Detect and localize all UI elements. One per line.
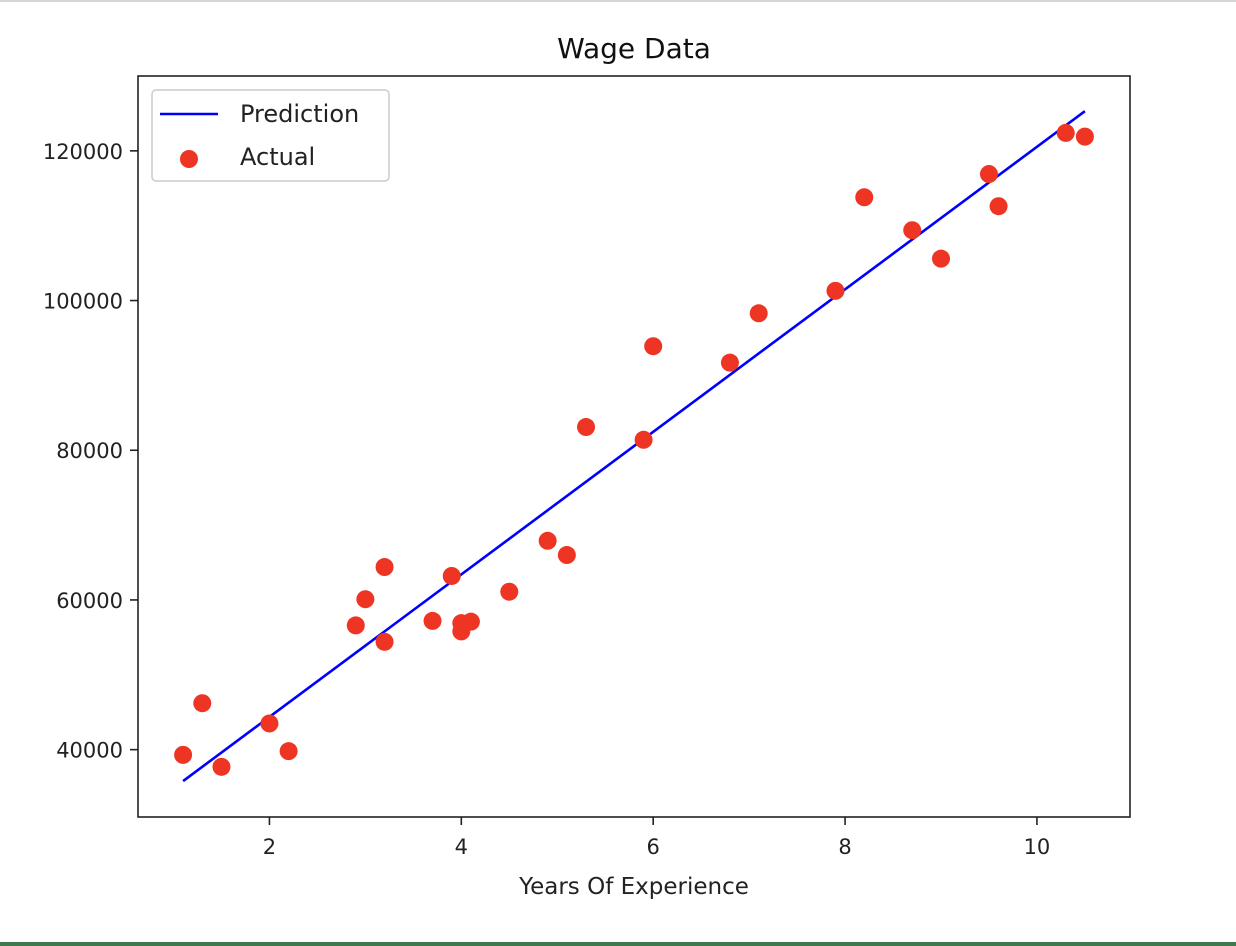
actual-point [212,757,231,776]
actual-point [1056,123,1075,142]
y-tick-label: 60000 [56,589,123,613]
actual-point [903,221,922,240]
actual-point [346,616,365,635]
legend: Prediction Actual [151,89,390,182]
actual-point [557,546,576,565]
actual-point [826,281,845,300]
actual-point [375,632,394,651]
legend-actual-swatch [180,150,198,168]
y-tick-label: 40000 [56,739,123,763]
actual-point [979,165,998,184]
actual-point [749,304,768,323]
legend-label: Actual [240,143,315,171]
y-tick-label: 120000 [43,140,123,164]
y-tick-label: 80000 [56,439,123,463]
legend-label: Prediction [240,100,359,128]
actual-point [644,337,663,356]
window-top-border [0,0,1236,2]
actual-point [538,531,557,550]
actual-point [461,612,480,631]
actual-point [174,745,193,764]
actual-point [577,418,596,437]
actual-point [442,566,461,585]
actual-point [855,188,874,207]
prediction-line [182,110,1086,783]
window-bottom-border [0,942,1236,946]
x-tick-label: 10 [1024,835,1051,859]
actual-point [375,558,394,577]
x-axis-title: Years Of Experience [518,874,749,900]
x-tick-label: 6 [647,835,660,859]
x-tick-label: 4 [455,835,468,859]
actual-point [500,582,519,601]
y-tick-label: 100000 [43,290,123,314]
actual-point [634,430,653,449]
actual-point [932,249,951,268]
actual-point [989,197,1008,216]
actual-point [260,714,279,733]
actual-point [193,694,212,713]
actual-point [423,611,442,630]
actual-point [356,590,375,609]
chart-title: Wage Data [557,32,711,65]
actual-point [1075,127,1094,146]
x-tick-label: 2 [263,835,276,859]
actual-point [720,353,739,372]
plot-area-frame [137,75,1131,818]
actual-point [279,742,298,761]
x-tick-label: 8 [838,835,851,859]
